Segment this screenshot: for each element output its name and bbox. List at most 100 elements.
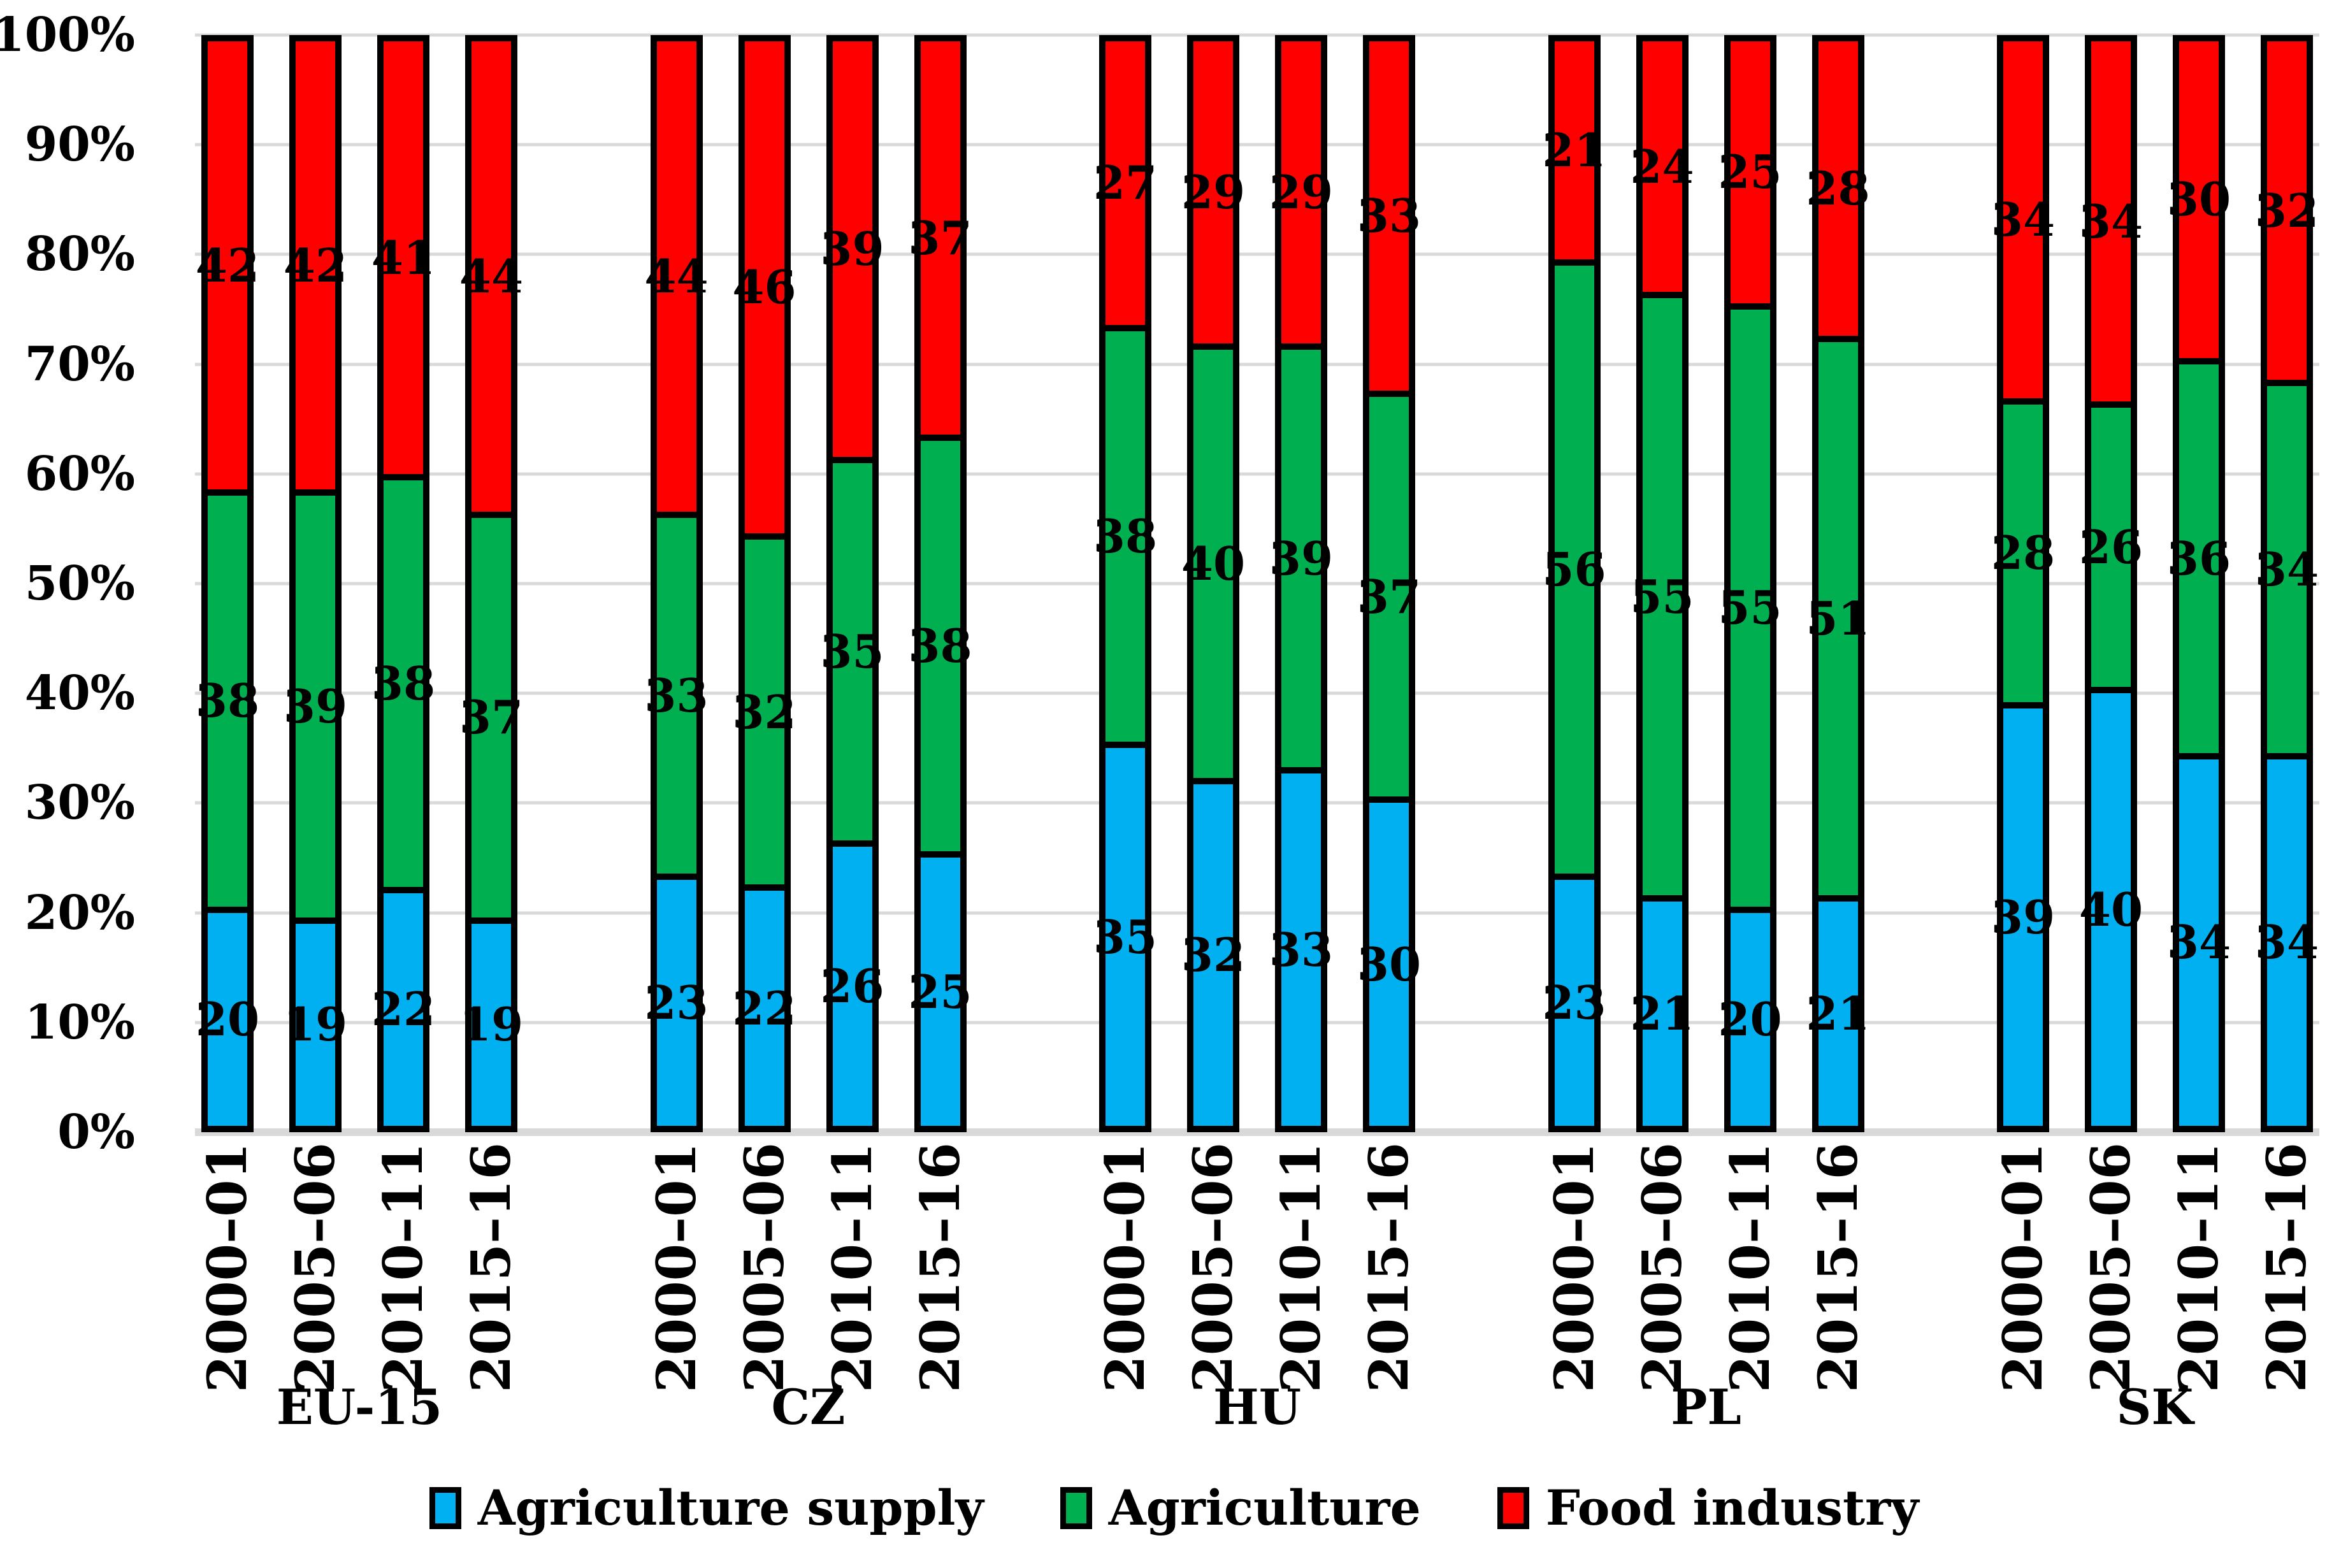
y-axis-tick: 80% [24, 227, 135, 282]
segment-value-label: 39 [820, 221, 884, 276]
period-label: 2015–16 [459, 1142, 522, 1393]
segment-agriculture: 56 [1542, 265, 1606, 880]
x-label-group-CZ: 2000–01 2005–06 2010–11 2015–16 [645, 1142, 972, 1393]
segment-food-industry: 32 [2255, 35, 2319, 387]
segment-value-label: 44 [644, 248, 709, 303]
segment-agriculture: 55 [1630, 298, 1694, 902]
segment-agriculture-supply: 33 [1269, 773, 1333, 1132]
segment-food-industry: 41 [371, 35, 435, 481]
segment-agriculture: 37 [459, 517, 523, 924]
segment-value-label: 56 [1542, 542, 1606, 596]
segment-agriculture-supply: 32 [1181, 784, 1245, 1132]
x-label-cell: 2010–11 [1269, 1142, 1332, 1393]
y-axis-tick: 20% [24, 885, 135, 940]
segment-agriculture: 39 [1269, 350, 1333, 774]
x-label-cell: 2000–01 [196, 1142, 259, 1393]
segment-value-label: 36 [2166, 531, 2231, 586]
x-label-cell: 2005–06 [1181, 1142, 1244, 1393]
segment-value-label: 32 [732, 684, 796, 739]
segment-value-label: 39 [1269, 531, 1334, 586]
segment-food-industry: 24 [1630, 35, 1694, 299]
bar-HU-2005–06: 29 40 32 [1181, 35, 1245, 1132]
x-label-cell: 2000–01 [1543, 1142, 1606, 1393]
segment-value-label: 34 [2078, 194, 2143, 248]
segment-agriculture: 55 [1718, 309, 1782, 913]
segment-food-industry: 37 [908, 35, 972, 442]
segment-value-label: 33 [1269, 922, 1334, 977]
segment-agriculture-supply: 22 [732, 891, 796, 1132]
x-label-cell: 2005–06 [284, 1142, 347, 1393]
segment-value-label: 29 [1269, 165, 1334, 220]
segment-agriculture-supply: 40 [2079, 693, 2143, 1132]
category-label-HU: HU [1213, 1379, 1302, 1435]
period-label: 2005–06 [1630, 1142, 1694, 1393]
segment-agriculture-supply: 23 [644, 879, 709, 1132]
segment-food-industry: 27 [1093, 35, 1157, 331]
category-label-SK: SK [2116, 1379, 2194, 1435]
segment-value-label: 28 [1806, 161, 1870, 216]
bar-EU-15-2000–01: 42 38 20 [196, 35, 259, 1132]
x-label-group-PL: 2000–01 2005–06 2010–11 2015–16 [1543, 1142, 1869, 1393]
segment-value-label: 51 [1806, 591, 1870, 646]
segment-value-label: 39 [1991, 889, 2056, 944]
segment-value-label: 34 [2254, 542, 2319, 596]
gridline [195, 911, 2319, 915]
bar-group-HU: 27 38 35 29 40 32 29 39 33 33 37 30 [1093, 35, 1421, 1132]
legend-item-agriculture-supply: Agriculture supply [429, 1484, 984, 1532]
segment-food-industry: 25 [1718, 35, 1782, 310]
y-axis-tick: 50% [24, 556, 135, 611]
segment-value-label: 26 [2078, 520, 2143, 575]
segment-value-label: 37 [1357, 569, 1422, 624]
segment-agriculture-supply: 34 [2167, 759, 2231, 1132]
bar-PL-2000–01: 21 56 23 [1542, 35, 1606, 1132]
segment-food-industry: 29 [1269, 35, 1333, 350]
segment-value-label: 20 [1718, 991, 1782, 1046]
segment-value-label: 32 [2254, 183, 2319, 238]
segment-value-label: 35 [1093, 909, 1158, 964]
segment-food-industry: 42 [284, 35, 347, 496]
bar-SK-2010–11: 30 36 34 [2167, 35, 2231, 1132]
segment-food-industry: 33 [1357, 35, 1421, 398]
segment-value-label: 42 [195, 238, 260, 292]
segment-value-label: 46 [732, 260, 796, 315]
segment-value-label: 34 [1991, 192, 2056, 247]
segment-agriculture-supply: 26 [820, 847, 884, 1132]
segment-value-label: 29 [1181, 165, 1246, 220]
segment-agriculture-supply: 19 [459, 923, 523, 1132]
segment-value-label: 34 [2254, 915, 2319, 970]
segment-agriculture: 38 [196, 496, 259, 913]
bar-group-PL: 21 56 23 24 55 21 25 55 20 28 51 21 [1542, 35, 1870, 1132]
bar-PL-2005–06: 24 55 21 [1630, 35, 1694, 1132]
segment-food-industry: 44 [644, 35, 709, 518]
y-axis-tick: 0% [57, 1105, 135, 1160]
segment-food-industry: 42 [196, 35, 259, 496]
gridline [195, 143, 2319, 147]
segment-value-label: 20 [195, 991, 260, 1046]
segment-agriculture-supply: 21 [1806, 902, 1870, 1132]
bar-group-EU-15: 42 38 20 42 39 19 41 38 22 44 37 19 [196, 35, 523, 1132]
bar-group-CZ: 44 33 23 46 32 22 39 35 26 37 38 25 [644, 35, 972, 1132]
segment-agriculture-supply: 35 [1093, 748, 1157, 1132]
bar-EU-15-2010–11: 41 38 22 [371, 35, 435, 1132]
x-label-cell: 2015–16 [2255, 1142, 2318, 1393]
segment-value-label: 35 [820, 624, 884, 679]
category-labels: EU-15 CZ HU PL SK [195, 1378, 2319, 1436]
x-label-cell: 2015–16 [1806, 1142, 1869, 1393]
x-label-cell: 2000–01 [1991, 1142, 2054, 1393]
segment-value-label: 19 [283, 997, 348, 1052]
segment-value-label: 40 [1181, 536, 1246, 591]
legend-swatch-icon [429, 1487, 461, 1530]
category-label-CZ: CZ [771, 1379, 846, 1435]
segment-value-label: 39 [283, 679, 348, 734]
bar-CZ-2015–16: 37 38 25 [908, 35, 972, 1132]
segment-agriculture: 26 [2079, 408, 2143, 694]
segment-value-label: 37 [459, 690, 524, 745]
period-label: 2010–11 [1269, 1142, 1332, 1393]
period-label: 2005–06 [2079, 1142, 2142, 1393]
segment-agriculture-supply: 30 [1357, 803, 1421, 1132]
segment-agriculture-supply: 22 [371, 893, 435, 1132]
gridline [195, 363, 2319, 366]
segment-value-label: 38 [908, 619, 972, 673]
bar-CZ-2005–06: 46 32 22 [732, 35, 796, 1132]
segment-value-label: 44 [459, 248, 524, 303]
